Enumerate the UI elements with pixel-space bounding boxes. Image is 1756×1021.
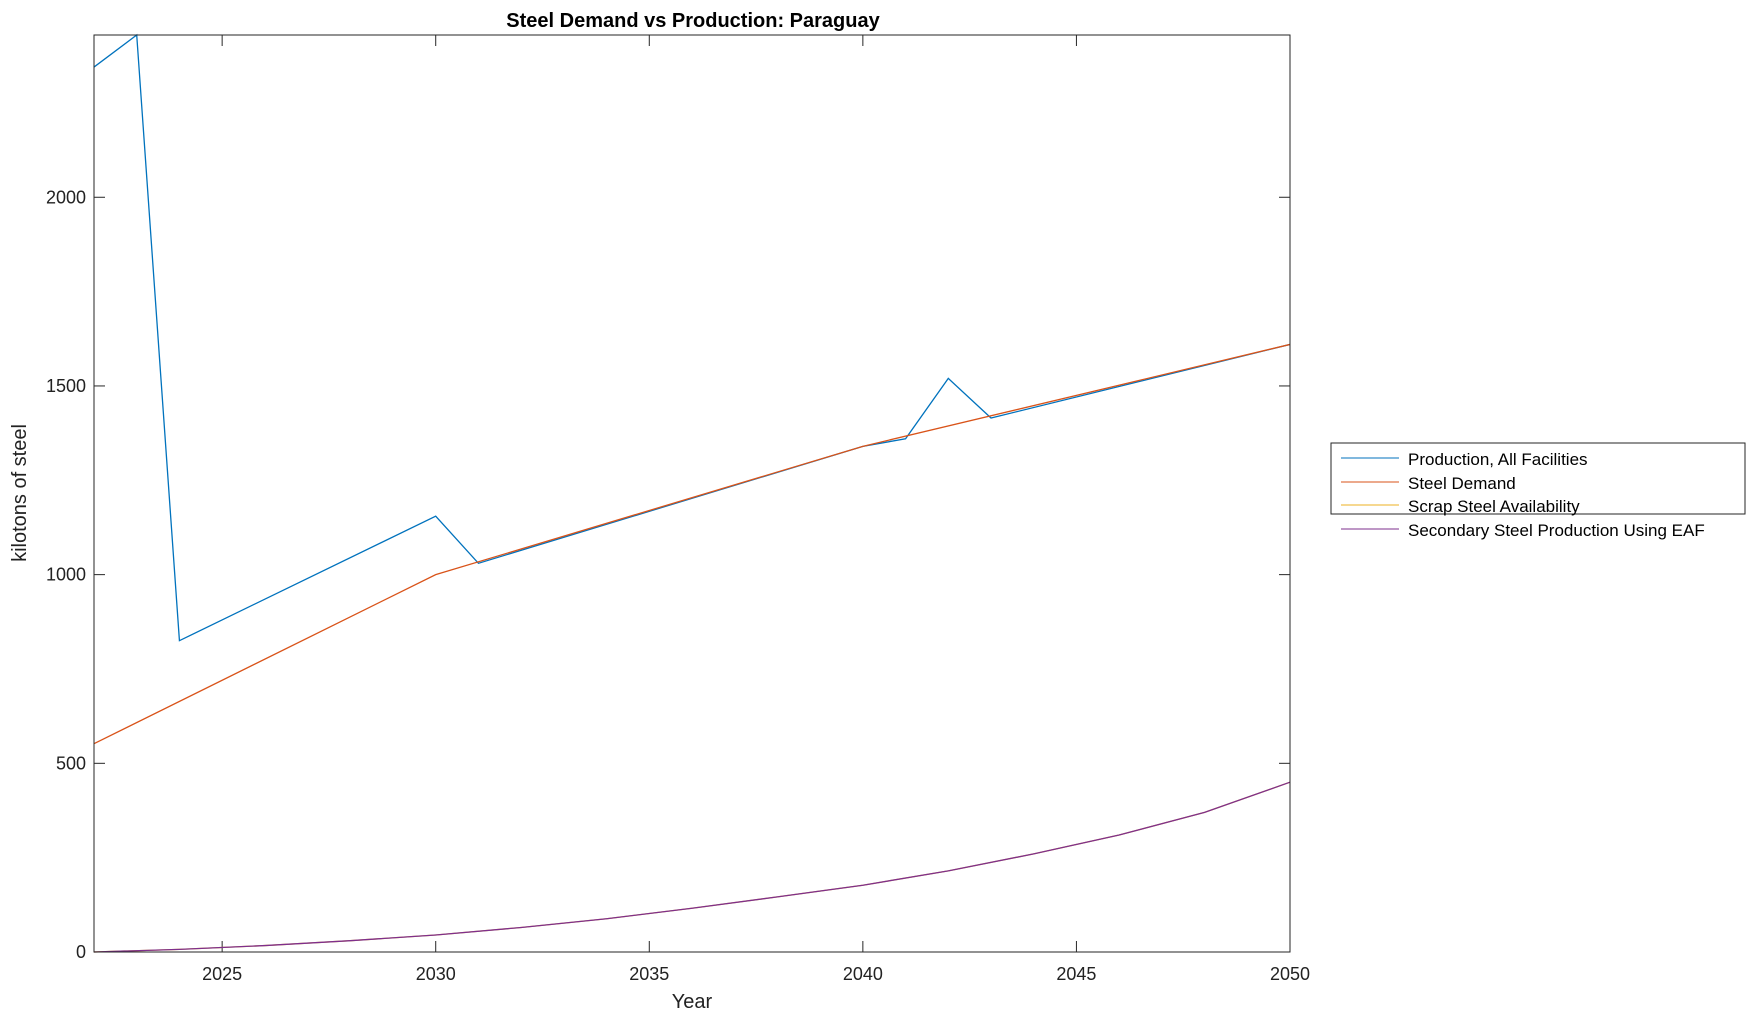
- x-axis-label: Year: [672, 991, 713, 1013]
- y-tick-label: 1500: [46, 376, 86, 396]
- axis-ticks: 2025 2030 2035 2040 2045 2050 0 500 1000 1500 2000: [46, 35, 1310, 984]
- series-line-production: [93, 33, 1291, 642]
- plot-area: [94, 35, 1290, 952]
- legend-label-scrap: Scrap Steel Availability: [1408, 497, 1580, 516]
- legend: Production, All Facilities Steel Demand …: [1330, 442, 1746, 540]
- series-line-eaf: [93, 781, 1291, 953]
- chart-title: Steel Demand vs Production: Paraguay: [506, 10, 880, 32]
- legend-label-eaf: Secondary Steel Production Using EAF: [1408, 521, 1705, 540]
- legend-label-production: Production, All Facilities: [1408, 450, 1588, 469]
- y-tick-label: 1000: [46, 565, 86, 585]
- x-tick-label: 2040: [843, 964, 883, 984]
- series-line-demand: [93, 343, 1291, 745]
- y-tick-label: 500: [56, 753, 86, 773]
- y-axis-label: kilotons of steel: [9, 424, 31, 562]
- plot-frame: [93, 34, 1291, 953]
- series-layer: [93, 33, 1291, 953]
- y-tick-label: 2000: [46, 187, 86, 207]
- x-tick-label: 2045: [1056, 964, 1096, 984]
- legend-label-demand: Steel Demand: [1408, 474, 1516, 493]
- legend-box: [1330, 442, 1746, 515]
- x-tick-label: 2035: [629, 964, 669, 984]
- x-tick-label: 2025: [202, 964, 242, 984]
- x-tick-label: 2030: [416, 964, 456, 984]
- x-tick-label: 2050: [1270, 964, 1310, 984]
- y-tick-label: 0: [76, 942, 86, 962]
